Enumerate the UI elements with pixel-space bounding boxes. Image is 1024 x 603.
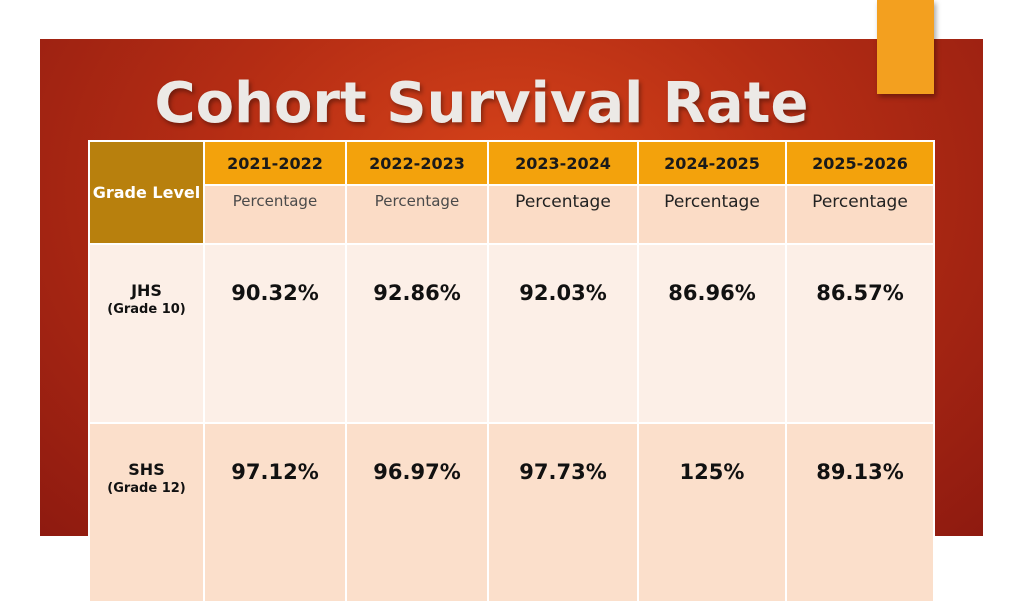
grade-level-name: JHS [131, 281, 162, 300]
grade-level-detail: (Grade 12) [107, 481, 186, 496]
percentage-subheader: Percentage [487, 184, 639, 245]
percentage-subheader: Percentage [203, 184, 347, 245]
year-header: 2021-2022 [203, 140, 347, 186]
table-row: SHS (Grade 12) 97.12% 96.97% 97.73% 125%… [88, 422, 935, 603]
grade-level-header: Grade Level [88, 140, 205, 245]
rate-cell: 125% [637, 422, 787, 603]
grade-level-cell: SHS (Grade 12) [88, 422, 205, 603]
rate-cell: 97.12% [203, 422, 347, 603]
rate-cell: 89.13% [785, 422, 935, 603]
rate-cell: 96.97% [345, 422, 489, 603]
table-header-row: Grade Level 2021-2022 2022-2023 2023-202… [88, 140, 935, 245]
rate-cell: 92.86% [345, 243, 489, 424]
grade-level-detail: (Grade 10) [107, 302, 186, 317]
year-header: 2025-2026 [785, 140, 935, 186]
grade-level-cell: JHS (Grade 10) [88, 243, 205, 424]
survival-rate-table: Grade Level 2021-2022 2022-2023 2023-202… [88, 140, 935, 603]
percentage-subheader: Percentage [637, 184, 787, 245]
year-header: 2022-2023 [345, 140, 489, 186]
rate-cell: 86.96% [637, 243, 787, 424]
grade-level-name: SHS [128, 460, 165, 479]
rate-cell: 92.03% [487, 243, 639, 424]
table-row: JHS (Grade 10) 90.32% 92.86% 92.03% 86.9… [88, 243, 935, 424]
table-subheader-row: Percentage Percentage Percentage Percent… [89, 184, 935, 245]
slide-title: Cohort Survival Rate [154, 71, 809, 136]
year-header: 2024-2025 [637, 140, 787, 186]
rate-cell: 86.57% [785, 243, 935, 424]
year-header: 2023-2024 [487, 140, 639, 186]
percentage-subheader: Percentage [345, 184, 489, 245]
accent-block [877, 0, 934, 94]
rate-cell: 97.73% [487, 422, 639, 603]
percentage-subheader: Percentage [785, 184, 935, 245]
rate-cell: 90.32% [203, 243, 347, 424]
